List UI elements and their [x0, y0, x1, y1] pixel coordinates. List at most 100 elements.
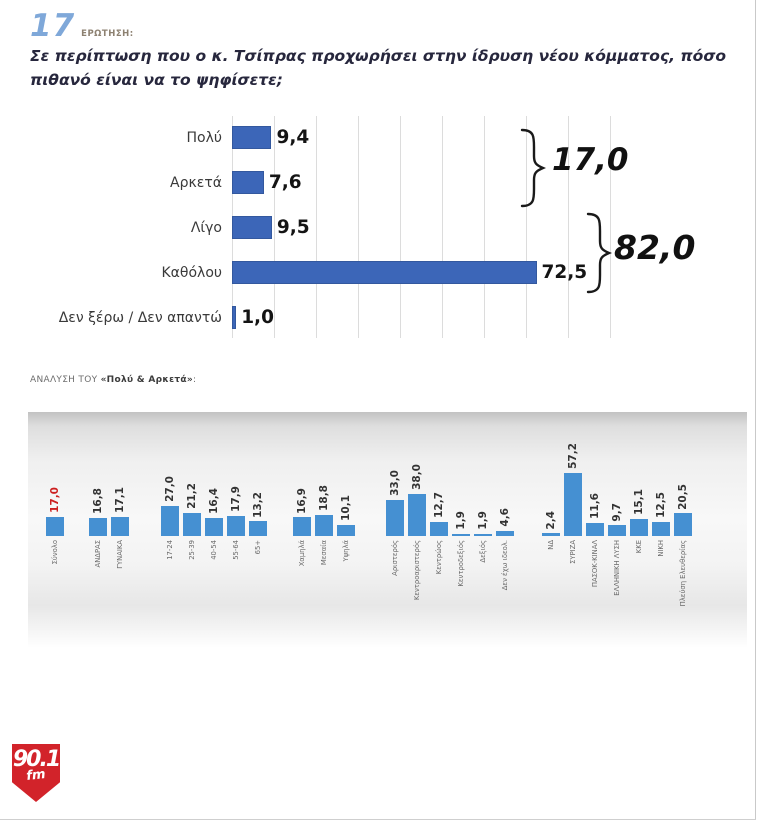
demo-bar-ideology-5	[496, 530, 514, 536]
demo-bar-party-1	[564, 473, 582, 536]
demo-bar-value-education-0: 16,9	[296, 487, 308, 514]
analysis-caption-prefix: ΑΝΑΛΥΣΗ ΤΟΥ	[30, 375, 101, 385]
demo-group-party: 2,4 ΝΔ 57,2 ΣΥΡΙΖΑ 11,6 ΠΑΣΟΚ-ΚΙΝΑΛ 9,7 ΕΛΛΗΝΙΚ…	[542, 412, 692, 606]
demo-bar-category-age-1: 25-39	[188, 540, 196, 560]
demo-bar-item-education-2: 10,1 Υψηλά	[337, 412, 355, 561]
demo-bar-item-education-0: 16,9 Χαμηλά	[293, 412, 311, 566]
top-bar-row-0: Πολύ 9,4	[30, 126, 750, 149]
demo-bar-category-party-1: ΣΥΡΙΖΑ	[569, 540, 577, 564]
demo-bar-category-gender-0: ΑΝΔΡΑΣ	[94, 540, 102, 568]
page-bottom-edge	[0, 819, 756, 820]
brace-17-icon	[520, 128, 546, 208]
demo-bar-value-education-2: 10,1	[340, 494, 352, 521]
demo-bar-age-1	[183, 512, 201, 536]
question-number: 17	[30, 8, 76, 44]
demo-bar-ideology-0	[386, 499, 404, 536]
demo-bar-value-gender-1: 17,1	[114, 487, 126, 514]
demo-bar-party-2	[586, 523, 604, 536]
likelihood-bar-chart: Πολύ 9,4 Αρκετά 7,6 Λίγο 9,5 Καθόλου 72,5 Δεν ξέ…	[30, 116, 750, 342]
demo-bar-category-party-6: Πλεύση Ελευθερίας	[679, 540, 687, 607]
demo-bar-item-age-0: 27,0 17-24	[161, 412, 179, 560]
demo-bar-party-4	[630, 519, 648, 536]
demo-group-education: 16,9 Χαμηλά 18,8 Μεσαία 10,1 Υψηλά	[293, 412, 355, 566]
top-bar-4	[232, 306, 237, 329]
page-right-edge	[755, 0, 756, 820]
demo-bar-item-party-6: 20,5 Πλεύση Ελευθερίας	[674, 412, 692, 606]
demo-bar-value-party-4: 15,1	[633, 489, 645, 516]
demo-bar-value-party-6: 20,5	[677, 483, 689, 510]
demo-bar-value-education-1: 18,8	[318, 485, 330, 512]
demo-bar-category-total-0: Σύνολο	[51, 540, 59, 565]
demo-bar-category-ideology-4: Δεξιός	[479, 540, 487, 563]
demo-bar-category-age-3: 55-64	[232, 540, 240, 560]
demo-bar-item-ideology-0: 33,0 Αριστερός	[386, 412, 404, 576]
top-bar-row-4: Δεν ξέρω / Δεν απαντώ 1,0	[30, 306, 750, 329]
top-bar-value-1: 7,6	[268, 172, 302, 193]
top-bar-0	[232, 126, 272, 149]
demo-bar-item-ideology-4: 1,9 Δεξιός	[474, 412, 492, 563]
demo-bar-category-education-1: Μεσαία	[320, 540, 328, 566]
demo-bar-age-3	[227, 516, 245, 536]
analysis-caption: ΑΝΑΛΥΣΗ ΤΟΥ «Πολύ & Αρκετά»:	[30, 375, 196, 385]
demo-bar-value-age-1: 21,2	[186, 482, 198, 509]
demo-bar-item-party-5: 12,5 ΝΙΚΗ	[652, 412, 670, 557]
demo-bar-category-party-5: ΝΙΚΗ	[657, 540, 665, 557]
question-header: 17 ΕΡΩΤΗΣΗ:	[30, 8, 134, 44]
demo-bar-category-education-0: Χαμηλά	[298, 540, 306, 567]
demo-bar-ideology-4	[474, 533, 492, 536]
demo-bar-age-0	[161, 506, 179, 536]
demo-bar-item-ideology-5: 4,6 Δεν έχω ιδεολ.	[496, 412, 514, 590]
demo-bar-item-ideology-2: 12,7 Κεντρώος	[430, 412, 448, 574]
demo-bar-value-age-4: 13,2	[252, 491, 264, 518]
demo-bar-category-party-4: ΚΚΕ	[635, 540, 643, 554]
demo-bar-value-party-1: 57,2	[567, 443, 579, 470]
demo-bar-item-total-0: 17,0 Σύνολο	[46, 412, 64, 564]
demo-bar-education-2	[337, 524, 355, 536]
demo-bar-category-party-2: ΠΑΣΟΚ-ΚΙΝΑΛ	[591, 540, 599, 588]
demographics-bar-chart: 17,0 Σύνολο 16,8 ΑΝΔΡΑΣ 17,1 ΓΥΝΑΙΚΑ 27,0 17-24…	[28, 412, 747, 648]
demo-group-total: 17,0 Σύνολο	[46, 412, 64, 564]
demo-bar-category-party-3: ΕΛΛΗΝΙΚΗ ΛΥΣΗ	[613, 540, 621, 596]
demo-bar-value-ideology-2: 12,7	[433, 492, 445, 519]
demo-bar-item-age-1: 21,2 25-39	[183, 412, 201, 560]
logo-frequency: 90.1	[12, 747, 60, 772]
top-bar-category-1: Αρκετά	[170, 174, 222, 191]
demo-bar-value-party-3: 9,7	[611, 502, 623, 522]
analysis-caption-emphasis: «Πολύ & Αρκετά»	[100, 375, 194, 385]
demo-bar-age-2	[205, 517, 223, 536]
top-bar-category-2: Λίγο	[190, 219, 222, 236]
question-text: Σε περίπτωση που ο κ. Τσίπρας προχωρήσει…	[30, 47, 727, 90]
demo-bar-category-ideology-2: Κεντρώος	[435, 540, 443, 575]
top-bar-value-3: 72,5	[541, 262, 588, 283]
sum-annotation-82: 82,0	[614, 228, 696, 267]
demo-bar-category-ideology-5: Δεν έχω ιδεολ.	[501, 540, 509, 591]
question-label: ΕΡΩΤΗΣΗ:	[81, 29, 134, 39]
brace-82-icon	[586, 212, 612, 294]
analysis-caption-suffix: :	[193, 375, 197, 385]
sum-annotation-17: 17,0	[552, 142, 629, 178]
demo-bar-gender-1	[111, 517, 129, 536]
demo-bar-value-ideology-4: 1,9	[477, 511, 489, 530]
demo-group-ideology: 33,0 Αριστερός 38,0 Κεντροαριστερός 12,7 Κεντ…	[386, 412, 514, 600]
top-bar-3	[232, 261, 537, 284]
demo-bar-value-ideology-0: 33,0	[389, 469, 401, 496]
demo-bar-item-age-3: 17,9 55-64	[227, 412, 245, 560]
top-bar-2	[232, 216, 272, 239]
demo-bar-item-age-2: 16,4 40-54	[205, 412, 223, 560]
demo-bar-category-gender-1: ΓΥΝΑΙΚΑ	[116, 540, 124, 569]
demo-bar-value-age-0: 27,0	[164, 476, 176, 503]
demo-bar-value-total-0: 17,0	[49, 487, 61, 514]
demo-bar-item-education-1: 18,8 Μεσαία	[315, 412, 333, 565]
demo-bar-item-age-4: 13,2 65+	[249, 412, 267, 554]
demo-bar-value-age-3: 17,9	[230, 486, 242, 513]
demo-bar-category-age-2: 40-54	[210, 540, 218, 560]
demo-bar-item-ideology-1: 38,0 Κεντροαριστερός	[408, 412, 426, 600]
demo-bar-category-ideology-3: Κεντροδεξιός	[457, 540, 465, 587]
demo-bar-education-1	[315, 515, 333, 536]
demo-bar-category-ideology-0: Αριστερός	[391, 540, 399, 576]
demo-bar-party-0	[542, 533, 560, 536]
demo-bar-item-party-3: 9,7 ΕΛΛΗΝΙΚΗ ΛΥΣΗ	[608, 412, 626, 596]
demo-bar-ideology-3	[452, 533, 470, 536]
demo-bar-item-party-2: 11,6 ΠΑΣΟΚ-ΚΙΝΑΛ	[586, 412, 604, 587]
demo-bar-party-5	[652, 522, 670, 536]
